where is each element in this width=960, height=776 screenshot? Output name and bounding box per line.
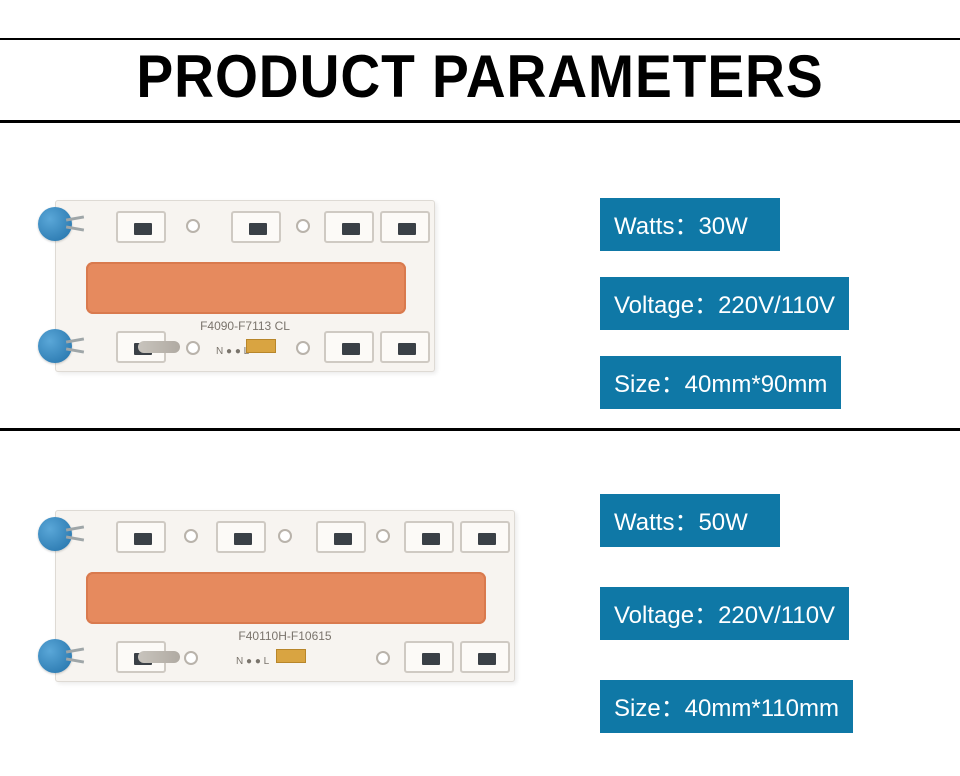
capacitor-icon: [38, 517, 72, 551]
smd-pad: [231, 211, 281, 243]
smd-pad: [460, 641, 510, 673]
cob-board-50w: N ● ● L F40110H-F10615: [55, 510, 515, 682]
fuse-icon: [276, 649, 306, 663]
smd-pad: [460, 521, 510, 553]
spec-watts: Watts：30W: [600, 198, 780, 251]
mount-hole: [186, 341, 200, 355]
mount-hole: [184, 651, 198, 665]
part-number: F4090-F7113 CL: [200, 319, 290, 333]
cob-board-30w: N ● ● L F4090-F7113 CL: [55, 200, 435, 372]
led-strip: [86, 572, 486, 624]
polarity-mark: N ● ● L: [236, 656, 269, 667]
product-image-30w: N ● ● L F4090-F7113 CL: [55, 200, 435, 372]
smd-pad: [404, 641, 454, 673]
spec-voltage: Voltage：220V/110V: [600, 277, 849, 330]
smd-pad: [404, 521, 454, 553]
resistor-icon: [138, 651, 180, 663]
capacitor-icon: [38, 207, 72, 241]
product-image-50w: N ● ● L F40110H-F10615: [55, 510, 515, 682]
smd-pad: [380, 211, 430, 243]
rule-divider: [0, 428, 960, 431]
smd-pad: [216, 521, 266, 553]
capacitor-icon: [38, 329, 72, 363]
smd-pad: [116, 521, 166, 553]
polarity-mark: N ● ● L: [216, 346, 249, 357]
spec-table-50w: Watts：50W Voltage：220V/110V Size：40mm*11…: [600, 494, 853, 773]
smd-pad: [324, 331, 374, 363]
spec-watts: Watts：50W: [600, 494, 780, 547]
capacitor-icon: [38, 639, 72, 673]
rule-under-title: [0, 120, 960, 123]
smd-pad: [316, 521, 366, 553]
mount-hole: [376, 529, 390, 543]
resistor-icon: [138, 341, 180, 353]
spec-voltage: Voltage：220V/110V: [600, 587, 849, 640]
smd-pad: [116, 211, 166, 243]
part-number: F40110H-F10615: [238, 629, 331, 643]
spec-size: Size：40mm*90mm: [600, 356, 841, 409]
mount-hole: [278, 529, 292, 543]
smd-pad: [380, 331, 430, 363]
mount-hole: [184, 529, 198, 543]
spec-size: Size：40mm*110mm: [600, 680, 853, 733]
fuse-icon: [246, 339, 276, 353]
mount-hole: [186, 219, 200, 233]
smd-pad: [324, 211, 374, 243]
mount-hole: [296, 219, 310, 233]
page-title: PRODUCT PARAMETERS: [38, 42, 921, 111]
spec-table-30w: Watts：30W Voltage：220V/110V Size：40mm*90…: [600, 198, 849, 435]
rule-top: [0, 38, 960, 40]
led-strip: [86, 262, 406, 314]
mount-hole: [376, 651, 390, 665]
mount-hole: [296, 341, 310, 355]
